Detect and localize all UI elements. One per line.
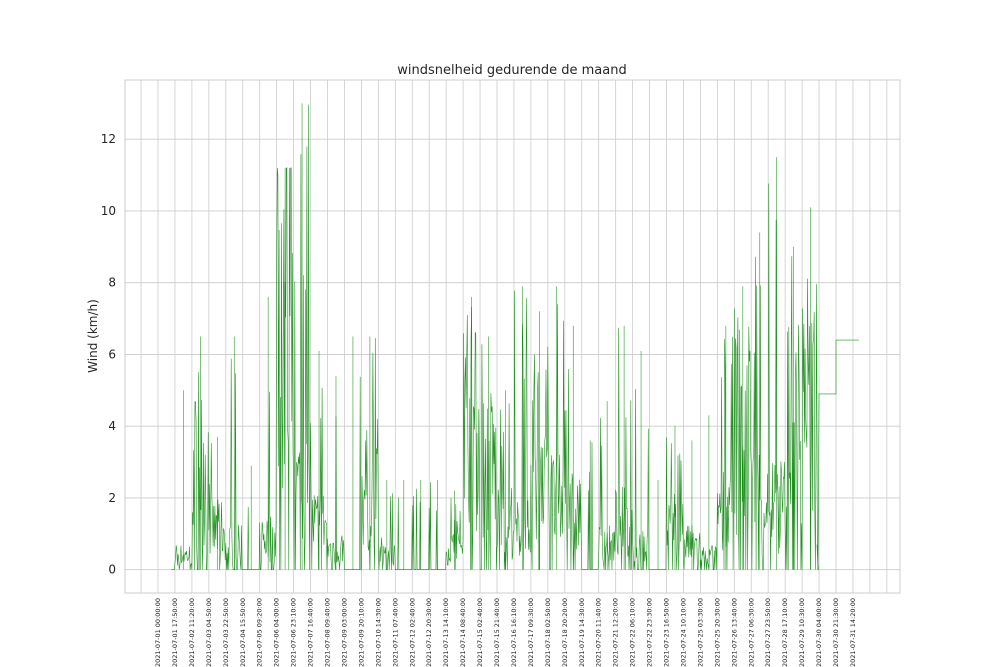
y-tick-labels: 0 2 4 6 8 10 12 [101,132,116,576]
x-tick-label: 2021-07-22 23:30:00 [646,598,654,667]
y-tick-label: 12 [101,132,116,146]
x-tick-label: 2021-07-13 14:10:00 [442,598,450,667]
plot-frame [124,79,901,594]
x-tick-label: 2021-07-30 04:00:00 [815,598,823,667]
x-tick-label: 2021-07-25 03:30:00 [696,598,704,667]
x-tick-label: 2021-07-17 09:30:00 [527,598,535,667]
x-tick-label: 2021-07-27 06:30:00 [747,598,755,667]
x-tick-label: 2021-07-09 20:10:00 [357,598,365,667]
x-tick-label: 2021-07-09 03:00:00 [340,598,348,667]
x-tick-label: 2021-07-24 10:10:00 [679,598,687,667]
x-tick-label: 2021-07-18 20:20:00 [561,598,569,667]
y-tick-label: 2 [108,491,116,505]
x-tick-label: 2021-07-01 00:00:00 [154,598,162,667]
x-tick-label: 2021-07-06 23:10:00 [290,598,298,667]
x-tick-label: 2021-07-19 14:30:00 [578,598,586,667]
x-tick-label: 2021-07-07 16:40:00 [307,598,315,667]
x-tick-label: 2021-07-12 20:30:00 [425,598,433,667]
x-tick-label: 2021-07-14 08:40:00 [459,598,467,667]
y-tick-label: 4 [108,419,116,433]
x-tick-label: 2021-07-05 09:20:00 [256,598,264,667]
wind-series-line [171,104,859,570]
x-tick-label: 2021-07-20 11:40:00 [595,598,603,667]
y-tick-label: 10 [101,204,116,218]
x-tick-label: 2021-07-29 10:30:00 [798,598,806,667]
x-tick-label: 2021-07-31 14:20:00 [849,598,857,667]
x-tick-label: 2021-07-22 06:10:00 [629,598,637,667]
x-tick-label: 2021-07-10 14:30:00 [374,598,382,667]
x-tick-label: 2021-07-11 07:40:00 [391,598,399,667]
y-axis-label: Wind (km/h) [86,299,100,373]
x-tick-label: 2021-07-01 17:50:00 [171,598,179,667]
x-tick-label: 2021-07-16 16:10:00 [510,598,518,667]
x-tick-label: 2021-07-30 21:30:00 [832,598,840,667]
x-tick-label: 2021-07-15 21:40:00 [493,598,501,667]
x-tick-label: 2021-07-08 09:40:00 [324,598,332,667]
x-tick-label: 2021-07-21 12:20:00 [612,598,620,667]
x-tick-label: 2021-07-28 17:10:00 [781,598,789,667]
x-tick-label: 2021-07-25 20:30:00 [713,598,721,667]
y-tick-label: 8 [108,276,116,290]
x-tick-label: 2021-07-18 02:50:00 [544,598,552,667]
x-tick-label: 2021-07-27 23:50:00 [764,598,772,667]
x-tick-label: 2021-07-12 02:40:00 [408,598,416,667]
chart-title: windsnelheid gedurende de maand [397,63,626,78]
x-tick-labels: 2021-07-01 00:00:00 2021-07-01 17:50:00 20… [154,598,857,667]
y-tick-label: 0 [108,563,116,577]
x-tick-label: 2021-07-06 04:00:00 [273,598,281,667]
data-layer [171,103,859,570]
x-tick-label: 2021-07-03 04:50:00 [205,598,213,667]
x-tick-label: 2021-07-26 13:40:00 [730,598,738,667]
x-tick-label: 2021-07-15 02:40:00 [476,598,484,667]
x-tick-label: 2021-07-02 11:20:00 [188,598,196,667]
x-tick-label: 2021-07-03 22:50:00 [222,598,230,667]
x-tick-label: 2021-07-23 16:50:00 [663,598,671,667]
x-tick-label: 2021-07-04 15:50:00 [239,598,247,667]
y-tick-label: 6 [108,347,116,361]
